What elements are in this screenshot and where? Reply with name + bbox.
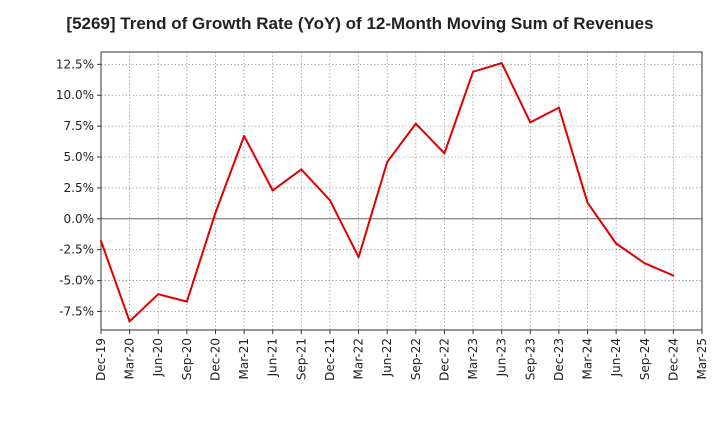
x-tick-label: Sep-22 — [409, 338, 423, 380]
data-point — [615, 242, 618, 245]
x-tick-label: Sep-23 — [523, 338, 537, 380]
x-tick-label: Dec-19 — [94, 338, 108, 381]
x-tick-label: Dec-21 — [323, 338, 337, 381]
y-tick-label: -7.5% — [59, 304, 94, 318]
x-tick-label: Dec-22 — [437, 338, 451, 381]
data-point — [529, 121, 532, 124]
y-tick-label: 12.5% — [56, 57, 94, 71]
data-point — [243, 135, 246, 138]
data-point — [214, 211, 217, 214]
data-point — [586, 201, 589, 204]
x-tick-label: Jun-24 — [609, 338, 623, 377]
y-tick-label: -2.5% — [59, 243, 94, 257]
data-point — [672, 274, 675, 277]
x-tick-label: Dec-23 — [552, 338, 566, 381]
plot-frame — [100, 51, 703, 331]
x-tick-label: Mar-22 — [352, 338, 366, 379]
x-tick-label: Mar-23 — [466, 338, 480, 379]
data-point — [100, 240, 102, 243]
data-point — [414, 122, 417, 125]
x-tick-label: Mar-25 — [695, 338, 709, 379]
data-point — [157, 293, 160, 296]
x-tick-label: Jun-22 — [380, 338, 394, 377]
data-point — [300, 168, 303, 171]
x-tick-label: Jun-23 — [495, 338, 509, 377]
x-tick-label: Mar-21 — [237, 338, 251, 379]
x-tick-label: Dec-24 — [666, 338, 680, 381]
data-point — [643, 262, 646, 265]
data-point — [185, 300, 188, 303]
x-tick-label: Mar-20 — [123, 338, 137, 379]
chart-title: [5269] Trend of Growth Rate (YoY) of 12-… — [66, 14, 654, 33]
y-tick-label: 10.0% — [56, 88, 94, 102]
y-tick-label: -5.0% — [59, 274, 94, 288]
data-point — [472, 70, 475, 73]
data-point — [500, 62, 503, 65]
data-point — [357, 256, 360, 259]
x-tick-label: Dec-20 — [208, 338, 222, 381]
x-tick-label: Sep-24 — [638, 338, 652, 380]
data-point — [386, 160, 389, 163]
data-point — [271, 189, 274, 192]
x-tick-label: Sep-21 — [294, 338, 308, 380]
data-point — [128, 320, 131, 323]
x-tick-label: Jun-20 — [151, 338, 165, 377]
data-point — [328, 199, 331, 202]
x-tick-label: Mar-24 — [581, 338, 595, 379]
x-tick-label: Sep-20 — [180, 338, 194, 380]
y-tick-label: 7.5% — [64, 119, 95, 133]
data-point — [443, 152, 446, 155]
y-tick-label: 2.5% — [64, 181, 95, 195]
x-tick-label: Jun-21 — [266, 338, 280, 377]
data-point — [557, 106, 560, 109]
y-tick-label: 5.0% — [64, 150, 95, 164]
y-tick-label: 0.0% — [64, 212, 95, 226]
